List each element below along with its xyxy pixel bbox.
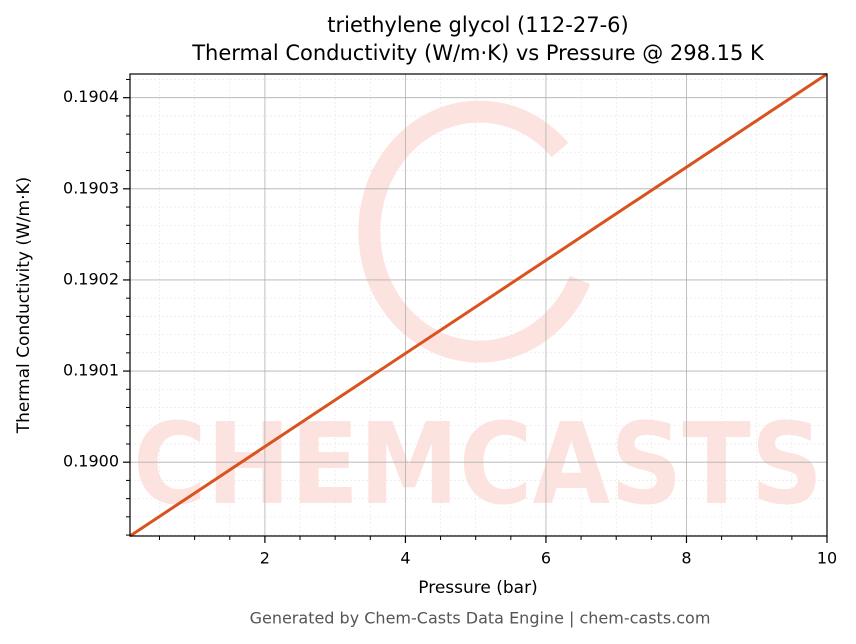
- y-axis-label: Thermal Conductivity (W/m·K): [14, 177, 34, 435]
- chart-title: triethylene glycol (112-27-6): [327, 13, 628, 37]
- axes-frame: [129, 73, 828, 537]
- watermark-logo: [358, 100, 591, 363]
- watermark: CHEMCASTS: [133, 400, 823, 530]
- plot: [129, 72, 828, 538]
- x-axis-label: Pressure (bar): [418, 578, 537, 598]
- x-tick-label: 10: [817, 549, 837, 568]
- footer: Generated by Chem-Casts Data Engine | ch…: [250, 609, 711, 628]
- x-tick-label: 6: [541, 549, 551, 568]
- y-tick-label: 0.1901: [63, 361, 119, 380]
- data-line: [129, 72, 828, 538]
- y-tick-label: 0.1903: [63, 178, 119, 197]
- chart-subtitle: Thermal Conductivity (W/m·K) vs Pressure…: [191, 41, 765, 65]
- y-tick-label: 0.1904: [63, 87, 119, 106]
- x-tick-label: 2: [260, 549, 270, 568]
- logo-arc: [358, 100, 591, 363]
- y-tick-label: 0.1902: [63, 269, 119, 288]
- y-tick-label: 0.1900: [63, 452, 119, 471]
- x-tick-label: 8: [681, 549, 691, 568]
- x-tick-label: 4: [400, 549, 410, 568]
